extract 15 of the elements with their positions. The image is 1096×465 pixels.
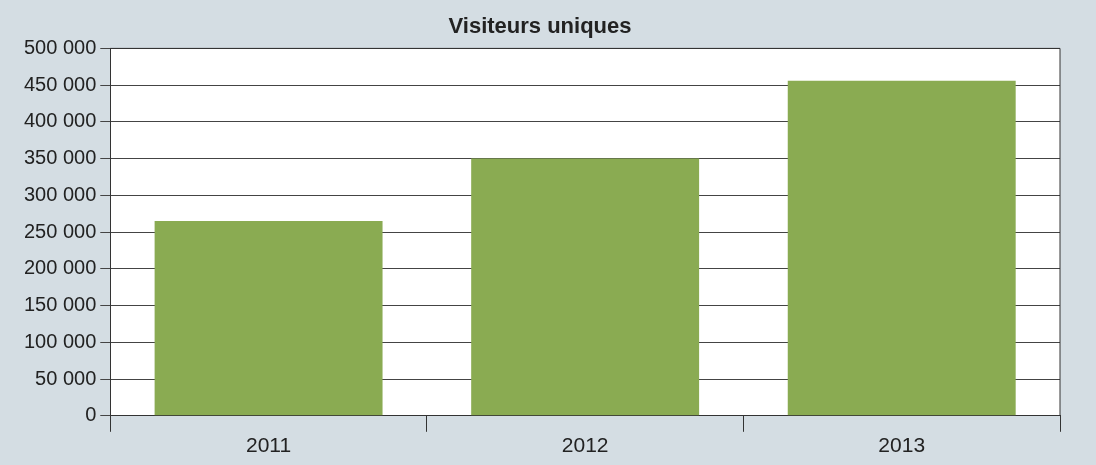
chart-title: Visiteurs uniques xyxy=(448,13,632,39)
y-tick-label: 200 000 xyxy=(24,256,97,279)
x-tick-label: 2012 xyxy=(561,433,609,457)
y-tick-label: 450 000 xyxy=(24,72,97,95)
y-tick-label: 400 000 xyxy=(24,109,97,132)
y-tick-label: 350 000 xyxy=(24,146,97,169)
y-tick-label: 300 000 xyxy=(24,182,97,205)
y-tick-label: 250 000 xyxy=(24,219,97,242)
y-tick-label: 500 000 xyxy=(24,35,97,58)
x-tick-label: 2013 xyxy=(878,433,926,457)
y-tick-label: 50 000 xyxy=(35,366,97,389)
y-tick-label: 0 xyxy=(85,403,97,426)
x-tick-label: 2011 xyxy=(245,433,292,457)
y-tick-label: 100 000 xyxy=(24,329,97,352)
y-tick-label: 150 000 xyxy=(24,293,97,316)
